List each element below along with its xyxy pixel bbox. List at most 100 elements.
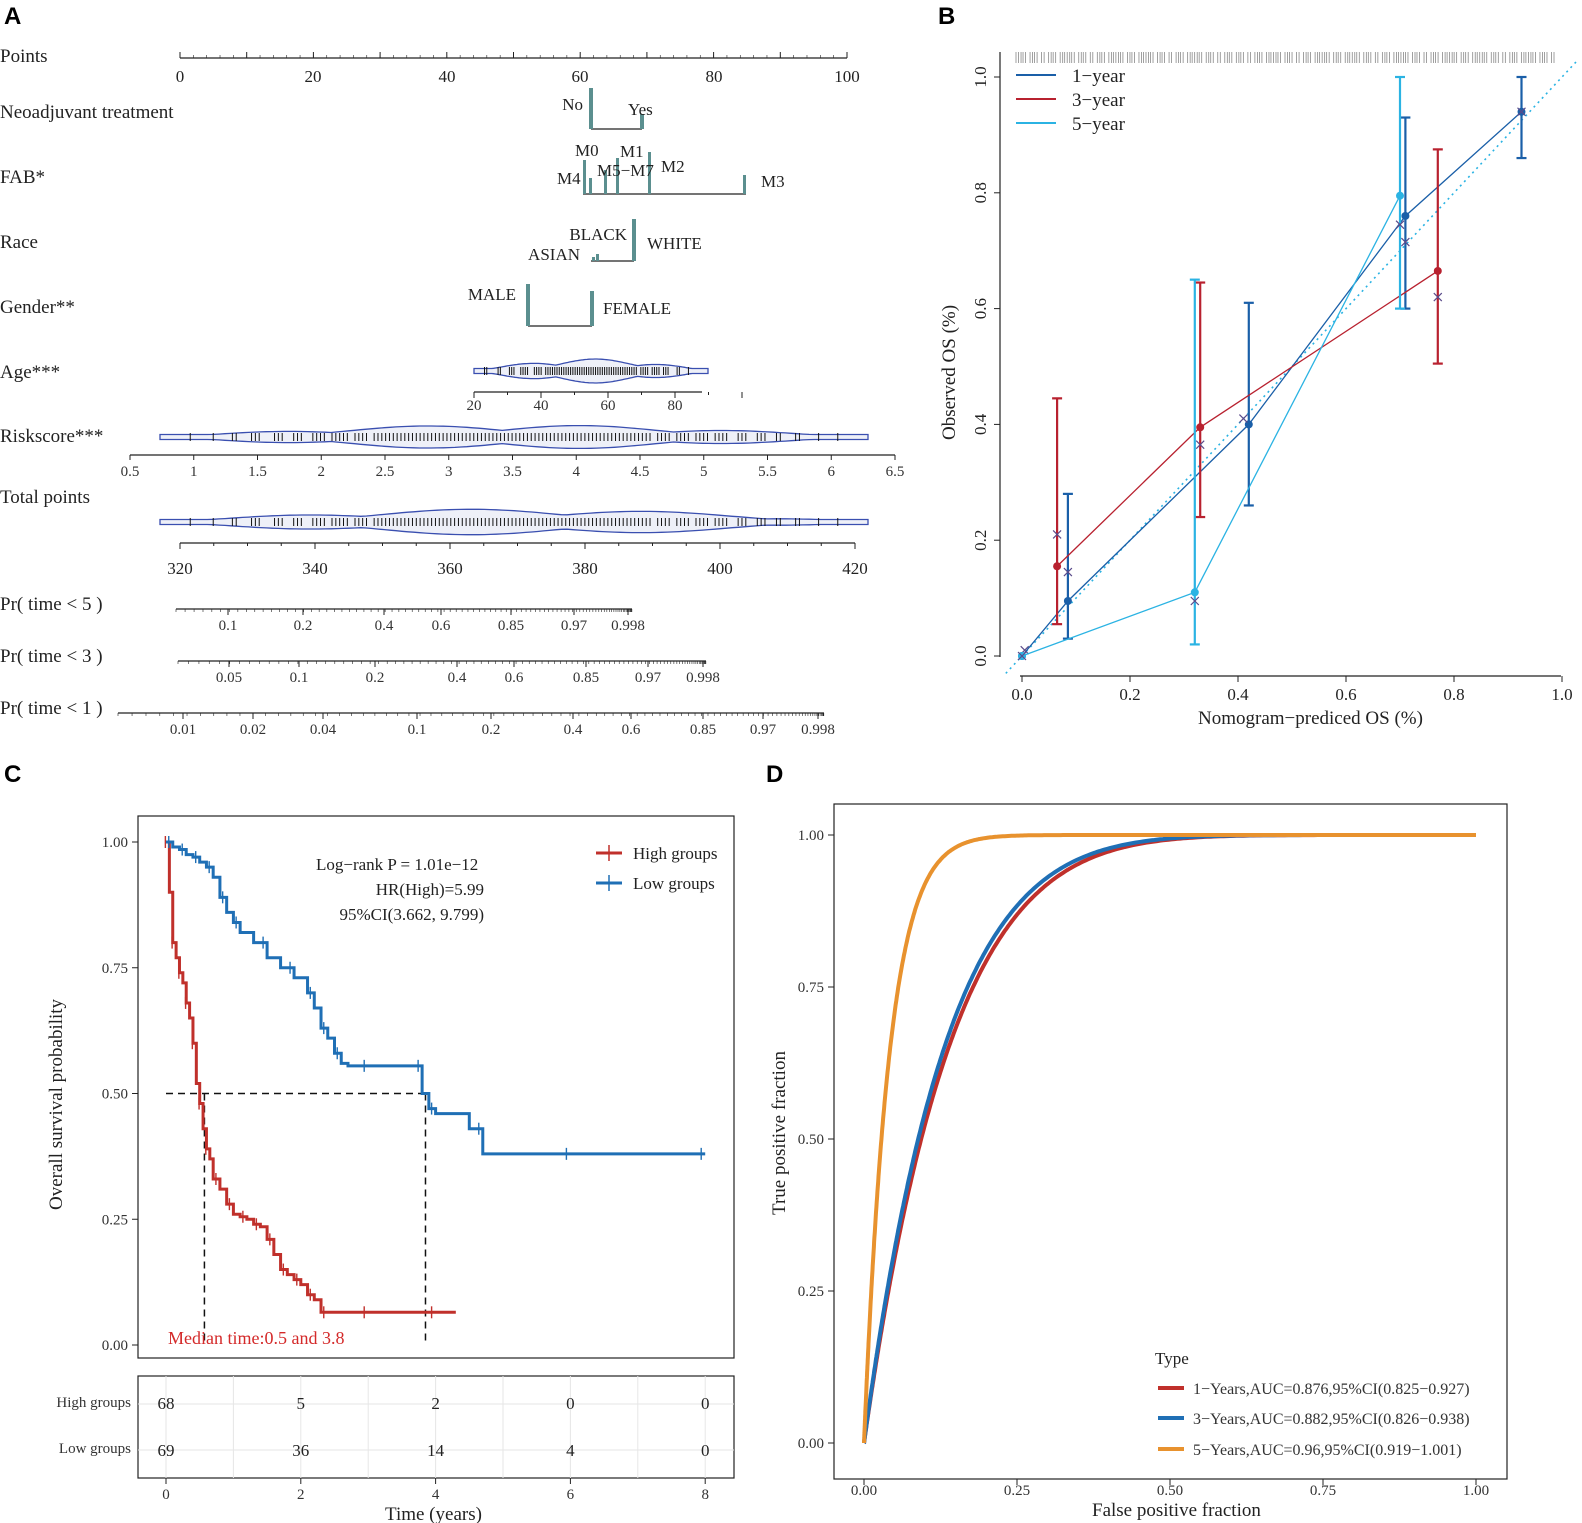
total-tick-label: 320 <box>167 559 193 578</box>
cal-point <box>1396 191 1404 200</box>
prob-tick-label: 0.1 <box>290 670 309 686</box>
age-tick-label: 20 <box>467 398 482 414</box>
roc-y-tick-label: 0.00 <box>798 1436 824 1452</box>
cal-point <box>1190 588 1199 597</box>
points-tick-label: 60 <box>572 67 589 86</box>
risk-cell: 68 <box>158 1394 175 1413</box>
roc-x-tick-label: 0.00 <box>851 1483 877 1499</box>
km-x-tick-label: 0 <box>162 1487 170 1503</box>
points-axis-labels: 0 20 40 60 80 100 <box>176 67 860 86</box>
risk-cell: 0 <box>701 1441 710 1460</box>
age-tick-label: 60 <box>601 398 616 414</box>
prob-tick-label: 0.4 <box>375 618 394 634</box>
legend-1year-label: 1−year <box>1072 66 1126 87</box>
probability-axes: 0.1 0.2 0.4 0.6 0.85 0.97 0.998 0.05 0.1 0.2 0.4 0.… <box>117 608 835 738</box>
km-y-tick-label: 0.00 <box>102 1338 128 1354</box>
riskscore-violin <box>159 424 869 450</box>
fab-m4-bar <box>589 178 592 194</box>
points-tick-label: 40 <box>439 67 456 86</box>
km-x-title: Time (years) <box>385 1504 482 1523</box>
riskscore-tick-label: 0.5 <box>121 464 140 480</box>
km-y-tick-label: 0.25 <box>102 1212 128 1228</box>
prob-tick-label: 0.998 <box>686 670 720 686</box>
roc-legend-5y-label: 5−Years,AUC=0.96,95%CI(0.919−1.001) <box>1193 1442 1462 1459</box>
roc-x-tick-labels: 0.00 0.25 0.50 0.75 1.00 <box>851 1483 1489 1499</box>
cal-x-marker <box>1395 220 1405 230</box>
neoadjuvant-no-bar <box>589 88 593 129</box>
pr1-label: Pr( time < 1 ) <box>0 698 103 719</box>
legend-3year-label: 3−year <box>1072 90 1126 111</box>
cal-y-tick-label: 0.2 <box>971 530 990 551</box>
riskscore-tick-label: 5 <box>700 464 708 480</box>
fab-m1-bar <box>648 152 651 194</box>
calibration-ticks <box>994 76 1563 682</box>
prob-tick-label: 0.85 <box>573 670 599 686</box>
calibration-x-title: Nomogram−prediced OS (%) <box>1198 708 1423 729</box>
roc-plot-frame <box>833 803 1508 1480</box>
km-y-title: Overall survival probability <box>46 998 67 1210</box>
risk-row-low-label: Low groups <box>59 1441 131 1457</box>
calibration-panel: 0.0 0.2 0.4 0.6 0.8 1.0 0.0 0.2 0.4 0.6 0.8 1.0 No… <box>939 52 1579 729</box>
neoadjuvant-yes-bar <box>640 114 644 129</box>
risk-cell: 2 <box>431 1394 440 1413</box>
km-median-text: Median time:0.5 and 3.8 <box>168 1328 344 1348</box>
km-x-tick-labels: 0 2 4 6 8 <box>162 1478 709 1503</box>
riskscore-tick-label: 3 <box>445 464 453 480</box>
roc-x-tick-label: 0.75 <box>1310 1483 1336 1499</box>
cal-x-marker <box>1063 567 1073 577</box>
prob-tick-label: 0.6 <box>622 722 641 738</box>
race-asian-bar <box>592 257 595 261</box>
prob-tick-label: 0.97 <box>561 618 588 634</box>
cal-x-tick-label: 0.2 <box>1119 685 1140 704</box>
cal-x-tick-label: 0.4 <box>1227 685 1249 704</box>
prob-tick-label: 0.6 <box>505 670 524 686</box>
cal-point <box>1063 596 1072 605</box>
cal-x-tick-label: 0.0 <box>1011 685 1032 704</box>
prob-tick-label: 0.85 <box>690 722 716 738</box>
riskscore-tick-label: 1.5 <box>248 464 267 480</box>
cal-x-marker <box>1195 440 1205 450</box>
calibration-y-tick-labels: 0.0 0.2 0.4 0.6 0.8 1.0 <box>971 66 990 666</box>
risk-table-grid <box>138 1376 734 1478</box>
roc-legend-title: Type <box>1155 1349 1189 1368</box>
risk-cell: 14 <box>427 1441 445 1460</box>
prob-tick-label: 0.05 <box>216 670 242 686</box>
roc-y-tick-label: 0.25 <box>798 1284 824 1300</box>
cal-point <box>1433 266 1442 275</box>
km-logrank-text: Log−rank P = 1.01e−12 <box>316 855 478 874</box>
km-curve-0 <box>166 840 456 1314</box>
fab-m0-bar <box>583 160 586 194</box>
total-tick-label: 420 <box>842 559 868 578</box>
cal-y-tick-label: 0.4 <box>971 413 990 435</box>
prob-tick-label: 0.1 <box>219 618 238 634</box>
calibration-x-tick-labels: 0.0 0.2 0.4 0.6 0.8 1.0 <box>1011 685 1572 704</box>
risk-cell: 69 <box>158 1441 175 1460</box>
total-tick-label: 360 <box>437 559 463 578</box>
km-x-tick-label: 6 <box>567 1487 575 1503</box>
prob-tick-label: 0.02 <box>240 722 266 738</box>
gender-male-bar <box>526 284 530 326</box>
prob-tick-label: 0.6 <box>432 618 451 634</box>
calibration-ideal-line <box>1005 59 1579 674</box>
pr3-label: Pr( time < 3 ) <box>0 646 103 667</box>
roc-x-tick-label: 0.50 <box>1157 1483 1183 1499</box>
roc-y-tick-labels: 0.00 0.25 0.50 0.75 1.00 <box>798 828 824 1452</box>
roc-y-title: True positive fraction <box>769 1051 790 1215</box>
riskscore-tick-label: 2 <box>318 464 326 480</box>
cal-x-tick-label: 0.8 <box>1443 685 1464 704</box>
km-ticks <box>132 841 138 1346</box>
gender-label: Gender** <box>0 297 75 318</box>
km-curve-1 <box>166 840 706 1156</box>
age-tick-label: 80 <box>668 398 683 414</box>
km-x-tick-label: 8 <box>701 1487 709 1503</box>
panel-letter-c: C <box>4 761 21 788</box>
neoadjuvant-yes-label: Yes <box>628 100 653 119</box>
neoadjuvant-no-label: No <box>562 95 583 114</box>
km-y-tick-labels: 0.00 0.25 0.50 0.75 1.00 <box>102 835 128 1354</box>
km-panel: 0.00 0.25 0.50 0.75 1.00 Log−rank P = 1.01e−… <box>46 815 735 1523</box>
roc-x-tick-label: 1.00 <box>1463 1483 1489 1499</box>
riskscore-violin-outline <box>159 424 869 450</box>
cal-line-0 <box>1021 111 1522 657</box>
total-points-violin <box>159 508 869 536</box>
